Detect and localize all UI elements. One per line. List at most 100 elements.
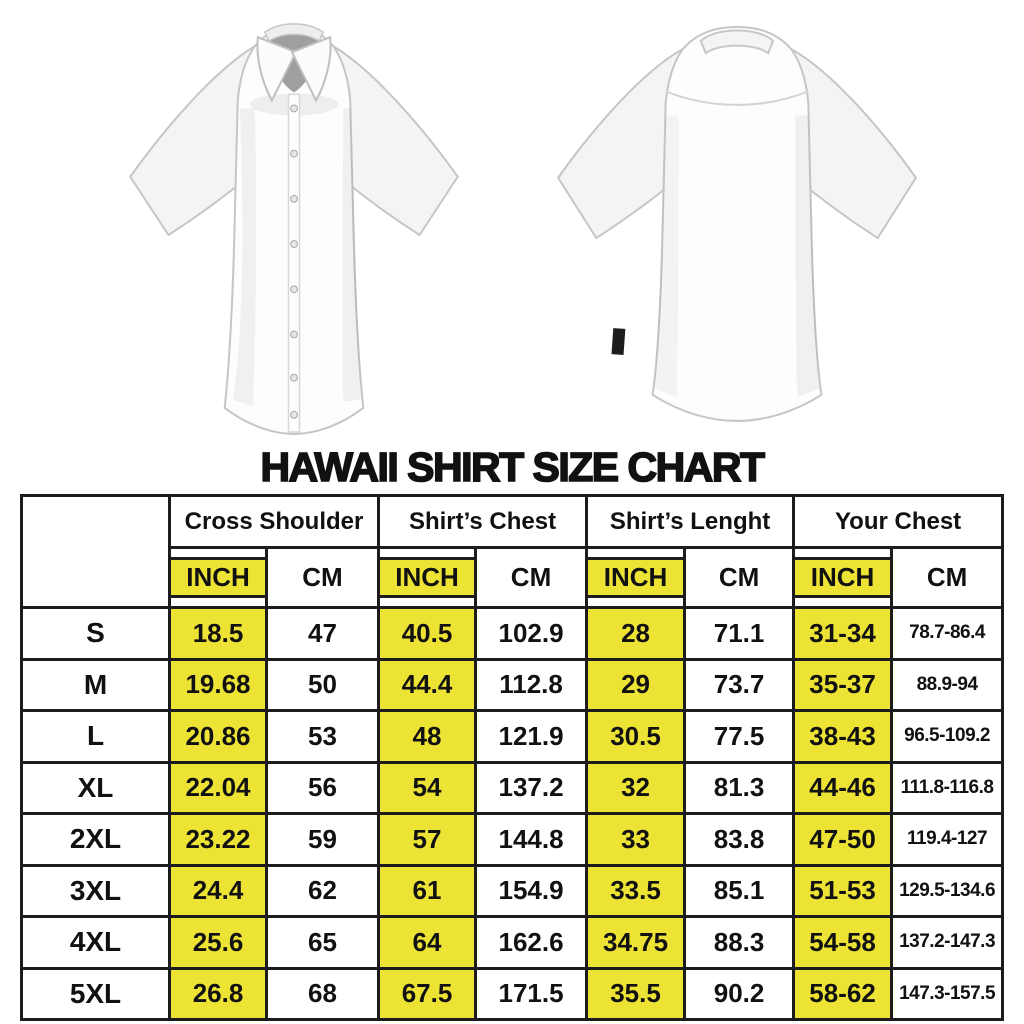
value-cell: 44-46	[792, 760, 894, 815]
value-cell: 48	[377, 709, 478, 764]
value-cell: 44.4	[377, 657, 478, 712]
unit-header-inch: INCH	[377, 546, 478, 609]
size-label: 3XL	[20, 863, 171, 918]
value-cell: 31-34	[792, 606, 894, 661]
value-cell: 73.7	[683, 657, 796, 712]
value-cell: 96.5-109.2	[890, 709, 1005, 764]
hem-tag	[611, 328, 626, 355]
value-cell: 65	[264, 915, 381, 970]
column-group-cross-shoulder: Cross Shoulder	[167, 494, 381, 549]
shirt-front-image	[104, 8, 484, 448]
unit-header-inch: INCH	[792, 546, 894, 609]
table-row-xl: XL 22.04 56 54 137.2 32 81.3 44-46 111.8…	[20, 760, 1005, 815]
table-row-s: S 18.5 47 40.5 102.9 28 71.1 31-34 78.7-…	[20, 606, 1005, 661]
value-cell: 102.9	[474, 606, 589, 661]
value-cell: 47	[264, 606, 381, 661]
value-cell: 56	[264, 760, 381, 815]
size-label: 5XL	[20, 966, 171, 1021]
value-cell: 78.7-86.4	[890, 606, 1005, 661]
value-cell: 33	[585, 812, 687, 867]
value-cell: 25.6	[168, 915, 268, 970]
table-row-m: M 19.68 50 44.4 112.8 29 73.7 35-37 88.9…	[20, 657, 1005, 712]
value-cell: 77.5	[683, 709, 796, 764]
table-row-4xl: 4XL 25.6 65 64 162.6 34.75 88.3 54-58 13…	[20, 915, 1005, 970]
value-cell: 59	[264, 812, 381, 867]
value-cell: 137.2	[474, 760, 589, 815]
value-cell: 83.8	[683, 812, 796, 867]
value-cell: 47-50	[792, 812, 894, 867]
unit-header-cm: CM	[683, 546, 796, 609]
value-cell: 30.5	[585, 709, 687, 764]
value-cell: 50	[264, 657, 381, 712]
value-cell: 29	[585, 657, 687, 712]
value-cell: 62	[264, 863, 381, 918]
table-row-5xl: 5XL 26.8 68 67.5 171.5 35.5 90.2 58-62 1…	[20, 966, 1005, 1021]
unit-header-inch: INCH	[168, 546, 268, 609]
value-cell: 119.4-127	[890, 812, 1005, 867]
unit-header-inch: INCH	[585, 546, 687, 609]
value-cell: 61	[377, 863, 478, 918]
value-cell: 129.5-134.6	[890, 863, 1005, 918]
value-cell: 88.3	[683, 915, 796, 970]
value-cell: 144.8	[474, 812, 589, 867]
value-cell: 162.6	[474, 915, 589, 970]
value-cell: 22.04	[168, 760, 268, 815]
value-cell: 58-62	[792, 966, 894, 1021]
value-cell: 38-43	[792, 709, 894, 764]
value-cell: 88.9-94	[890, 657, 1005, 712]
value-cell: 57	[377, 812, 478, 867]
value-cell: 34.75	[585, 915, 687, 970]
column-group-row: Cross Shoulder Shirt’s Chest Shirt’s Len…	[20, 494, 1005, 609]
value-cell: 112.8	[474, 657, 589, 712]
value-cell: 81.3	[683, 760, 796, 815]
column-group-your-chest: Your Chest	[792, 494, 1005, 549]
page-title: HAWAII SHIRT SIZE CHART	[260, 443, 766, 491]
value-cell: 20.86	[168, 709, 268, 764]
unit-chip: INCH	[172, 557, 264, 598]
shirt-buttons	[290, 104, 298, 419]
value-cell: 18.5	[168, 606, 268, 661]
value-cell: 68	[264, 966, 381, 1021]
value-cell: 111.8-116.8	[890, 760, 1005, 815]
value-cell: 23.22	[168, 812, 268, 867]
value-cell: 28	[585, 606, 687, 661]
unit-header-cm: CM	[474, 546, 589, 609]
value-cell: 154.9	[474, 863, 589, 918]
shirt-back-image	[534, 14, 940, 448]
unit-header-cm: CM	[264, 546, 381, 609]
value-cell: 24.4	[168, 863, 268, 918]
size-label: 4XL	[20, 915, 171, 970]
unit-chip: INCH	[381, 557, 473, 598]
value-cell: 33.5	[585, 863, 687, 918]
value-cell: 35-37	[792, 657, 894, 712]
unit-header-row: INCH CM INCH CM INCH CM INCH CM	[22, 546, 1005, 609]
column-group-shirts-chest: Shirt’s Chest	[377, 494, 589, 549]
value-cell: 54-58	[792, 915, 894, 970]
size-label: M	[20, 657, 171, 712]
corner-cell	[20, 494, 171, 609]
table-row-l: L 20.86 53 48 121.9 30.5 77.5 38-43 96.5…	[20, 709, 1005, 764]
value-cell: 85.1	[683, 863, 796, 918]
value-cell: 171.5	[474, 966, 589, 1021]
size-chart-table: Cross Shoulder Shirt’s Chest Shirt’s Len…	[20, 494, 1005, 1021]
value-cell: 137.2-147.3	[890, 915, 1005, 970]
size-label: XL	[20, 760, 171, 815]
size-label: S	[20, 606, 171, 661]
value-cell: 26.8	[168, 966, 268, 1021]
column-group-shirts-lenght: Shirt’s Lenght	[585, 494, 796, 549]
value-cell: 64	[377, 915, 478, 970]
size-label: 2XL	[20, 812, 171, 867]
unit-chip: INCH	[589, 557, 682, 598]
size-label: L	[20, 709, 171, 764]
value-cell: 53	[264, 709, 381, 764]
table-row-3xl: 3XL 24.4 62 61 154.9 33.5 85.1 51-53 129…	[20, 863, 1005, 918]
value-cell: 35.5	[585, 966, 687, 1021]
value-cell: 51-53	[792, 863, 894, 918]
shirt-back-svg	[556, 25, 918, 422]
unit-chip: INCH	[796, 557, 889, 598]
value-cell: 90.2	[683, 966, 796, 1021]
value-cell: 67.5	[377, 966, 478, 1021]
value-cell: 40.5	[377, 606, 478, 661]
value-cell: 121.9	[474, 709, 589, 764]
